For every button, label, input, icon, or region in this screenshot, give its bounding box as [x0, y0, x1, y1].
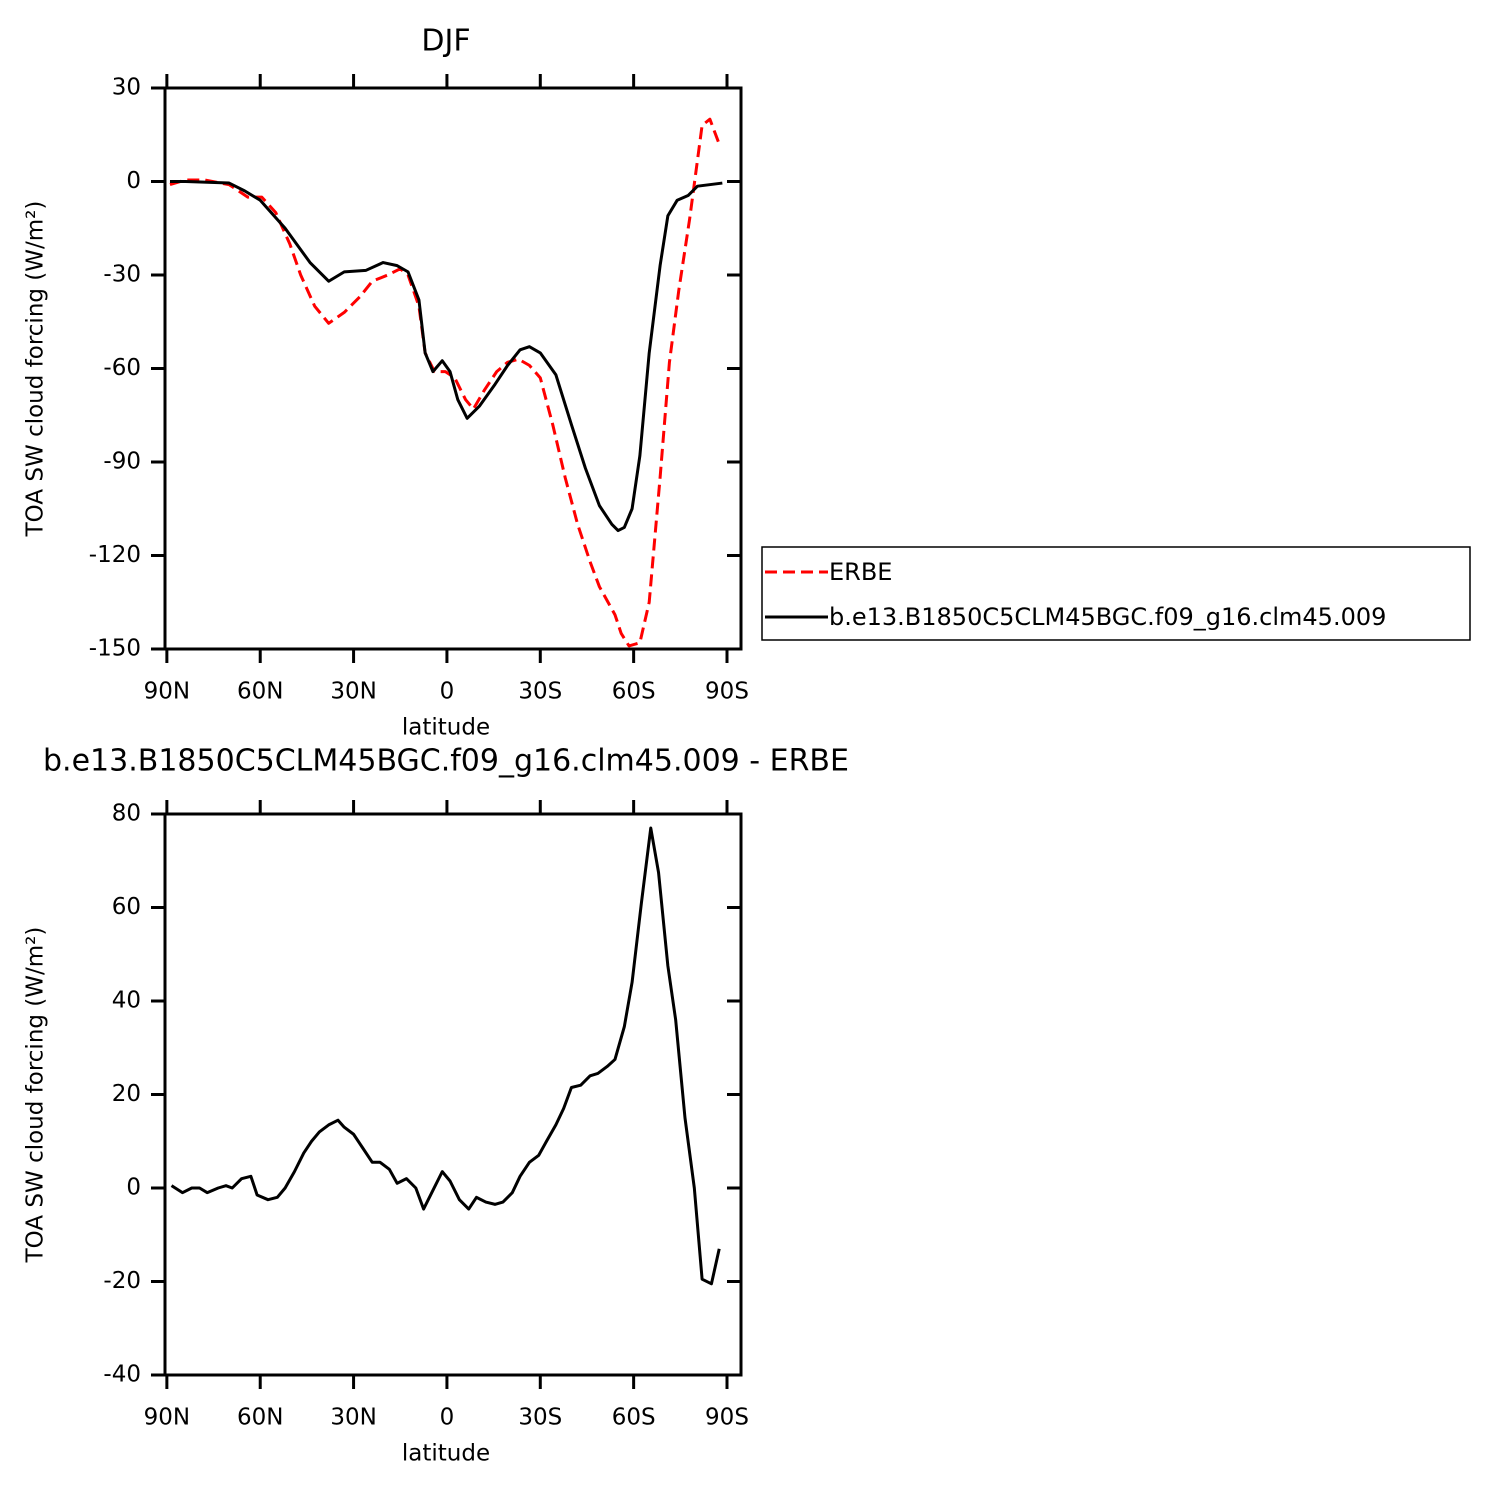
- y-tick-label: -120: [89, 542, 141, 568]
- x-tick-label: 90N: [144, 1405, 190, 1431]
- x-axis-label: latitude: [402, 715, 490, 741]
- x-tick-label: 60S: [612, 1405, 656, 1431]
- x-tick-label: 60N: [237, 1405, 283, 1431]
- data-line: [170, 826, 721, 1286]
- data-line: [169, 117, 721, 648]
- y-tick-label: 40: [112, 988, 141, 1014]
- data-line: [169, 180, 723, 533]
- plot-frame: [163, 86, 743, 651]
- plot-frame: [163, 812, 743, 1377]
- y-tick-label: 20: [112, 1081, 141, 1107]
- x-tick-label: 30S: [518, 1405, 562, 1431]
- chart-title: DJF: [421, 24, 470, 59]
- y-tick-label: 80: [112, 801, 141, 827]
- x-axis-label: latitude: [402, 1441, 490, 1467]
- x-tick-label: 30N: [330, 1405, 376, 1431]
- y-tick-label: -30: [103, 262, 141, 288]
- y-tick-label: 0: [126, 1175, 141, 1201]
- x-tick-label: 90S: [705, 679, 749, 705]
- y-tick-label: -150: [89, 636, 141, 662]
- legend-label: b.e13.B1850C5CLM45BGC.f09_g16.clm45.009: [829, 603, 1386, 631]
- x-tick-label: 30N: [330, 679, 376, 705]
- x-tick-label: 60S: [612, 679, 656, 705]
- x-tick-label: 0: [440, 679, 455, 705]
- chart-title: b.e13.B1850C5CLM45BGC.f09_g16.clm45.009 …: [43, 744, 849, 779]
- y-axis-label: TOA SW cloud forcing (W/m²): [23, 201, 49, 538]
- y-tick-label: 60: [112, 894, 141, 920]
- y-tick-label: 30: [112, 75, 141, 101]
- x-tick-label: 60N: [237, 679, 283, 705]
- y-axis-label: TOA SW cloud forcing (W/m²): [23, 927, 49, 1264]
- legend-box: [761, 546, 1471, 641]
- y-tick-label: -40: [103, 1362, 141, 1388]
- x-tick-label: 30S: [518, 679, 562, 705]
- x-tick-label: 0: [440, 1405, 455, 1431]
- x-tick-label: 90N: [144, 679, 190, 705]
- y-tick-label: -20: [103, 1268, 141, 1294]
- y-tick-label: 0: [126, 168, 141, 194]
- y-tick-label: -90: [103, 449, 141, 475]
- legend-label: ERBE: [829, 558, 892, 586]
- x-tick-label: 90S: [705, 1405, 749, 1431]
- y-tick-label: -60: [103, 355, 141, 381]
